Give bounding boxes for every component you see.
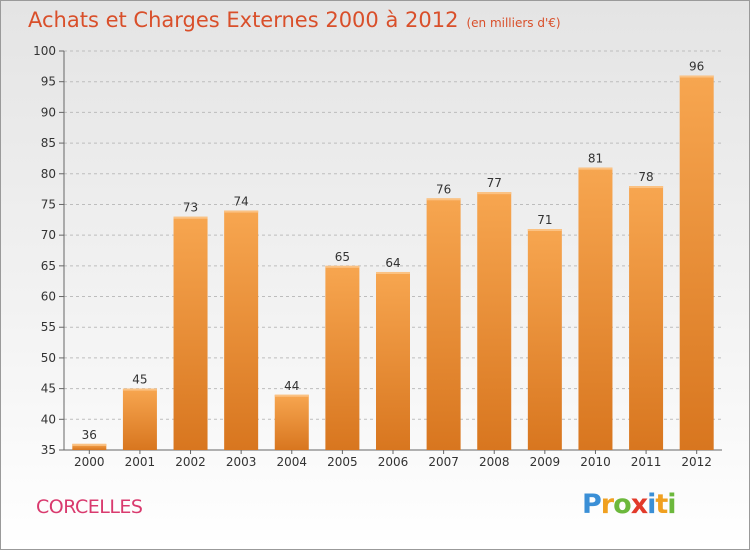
bar-2003 bbox=[224, 210, 259, 450]
value-label-2005: 65 bbox=[335, 250, 350, 264]
bar-2009 bbox=[527, 229, 562, 450]
bar-top-highlight bbox=[629, 186, 664, 189]
bar-top-highlight bbox=[173, 216, 208, 219]
value-label-2004: 44 bbox=[284, 379, 299, 393]
value-label-2006: 64 bbox=[385, 256, 400, 270]
x-tick-label-2001: 2001 bbox=[125, 455, 156, 469]
y-tick-label: 80 bbox=[41, 167, 56, 181]
value-label-2008: 77 bbox=[487, 176, 502, 190]
x-tick-label-2002: 2002 bbox=[175, 455, 206, 469]
x-tick-label-2003: 2003 bbox=[226, 455, 257, 469]
bar-2004 bbox=[274, 394, 309, 450]
y-tick-label: 50 bbox=[41, 351, 56, 365]
y-tick-label: 70 bbox=[41, 228, 56, 242]
y-tick-label: 90 bbox=[41, 105, 56, 119]
y-tick-label: 55 bbox=[41, 320, 56, 334]
bar-2012 bbox=[679, 75, 714, 451]
y-tick-label: 45 bbox=[41, 382, 56, 396]
bar-top-highlight bbox=[72, 443, 107, 446]
bar-top-highlight bbox=[274, 394, 309, 397]
value-label-2000: 36 bbox=[82, 428, 97, 442]
bar-top-highlight bbox=[578, 167, 613, 170]
chart-title-text: Achats et Charges Externes 2000 à 2012 bbox=[28, 8, 459, 32]
commune-name: CORCELLES bbox=[36, 496, 143, 518]
x-tick-label-2012: 2012 bbox=[681, 455, 712, 469]
x-tick-label-2009: 2009 bbox=[530, 455, 561, 469]
value-label-2009: 71 bbox=[537, 213, 552, 227]
value-label-2003: 74 bbox=[234, 195, 249, 209]
y-tick-label: 65 bbox=[41, 259, 56, 273]
x-tick-label-2004: 2004 bbox=[276, 455, 307, 469]
x-tick-label-2000: 2000 bbox=[74, 455, 105, 469]
x-tick-label-2011: 2011 bbox=[631, 455, 662, 469]
chart-subtitle: (en milliers d'€) bbox=[466, 16, 561, 30]
bar-2000 bbox=[72, 443, 107, 450]
bar-top-highlight bbox=[325, 265, 360, 268]
y-tick-label: 60 bbox=[41, 290, 56, 304]
chart-title: Achats et Charges Externes 2000 à 2012 (e… bbox=[28, 8, 561, 32]
bar-top-highlight bbox=[122, 388, 157, 391]
value-label-2002: 73 bbox=[183, 201, 198, 215]
y-tick-label: 100 bbox=[33, 44, 56, 58]
bar-2011 bbox=[629, 186, 664, 451]
bar-top-highlight bbox=[527, 229, 562, 232]
value-label-2012: 96 bbox=[689, 60, 704, 74]
bar-2005 bbox=[325, 265, 360, 450]
value-label-2001: 45 bbox=[132, 373, 147, 387]
bar-top-highlight bbox=[376, 271, 410, 274]
x-tick-label-2007: 2007 bbox=[428, 455, 459, 469]
x-tick-label-2008: 2008 bbox=[479, 455, 510, 469]
bar-2008 bbox=[477, 192, 512, 450]
x-tick-label-2006: 2006 bbox=[378, 455, 409, 469]
bars-layer bbox=[72, 75, 714, 451]
bar-top-highlight bbox=[679, 75, 714, 78]
bar-2001 bbox=[122, 388, 157, 450]
bar-top-highlight bbox=[477, 192, 512, 195]
x-tick-label-2010: 2010 bbox=[580, 455, 611, 469]
bar-2006 bbox=[376, 271, 410, 450]
bar-2002 bbox=[173, 216, 208, 450]
value-label-2007: 76 bbox=[436, 182, 451, 196]
proxiti-logo[interactable]: Proxiti bbox=[582, 489, 677, 520]
y-tick-label: 75 bbox=[41, 197, 56, 211]
y-tick-label: 40 bbox=[41, 412, 56, 426]
bar-2010 bbox=[578, 167, 613, 450]
bar-2007 bbox=[426, 198, 461, 450]
value-label-2010: 81 bbox=[588, 152, 603, 166]
labels-layer: 35 40 45 50 55 60 65 70 75 80 85 90 95 100 36 2000 45 200… bbox=[33, 44, 712, 469]
y-tick-label: 35 bbox=[41, 443, 56, 457]
y-tick-label: 85 bbox=[41, 136, 56, 150]
x-tick-label-2005: 2005 bbox=[327, 455, 358, 469]
bar-top-highlight bbox=[426, 198, 461, 201]
bar-top-highlight bbox=[224, 210, 259, 213]
y-tick-label: 95 bbox=[41, 75, 56, 89]
value-label-2011: 78 bbox=[638, 170, 653, 184]
